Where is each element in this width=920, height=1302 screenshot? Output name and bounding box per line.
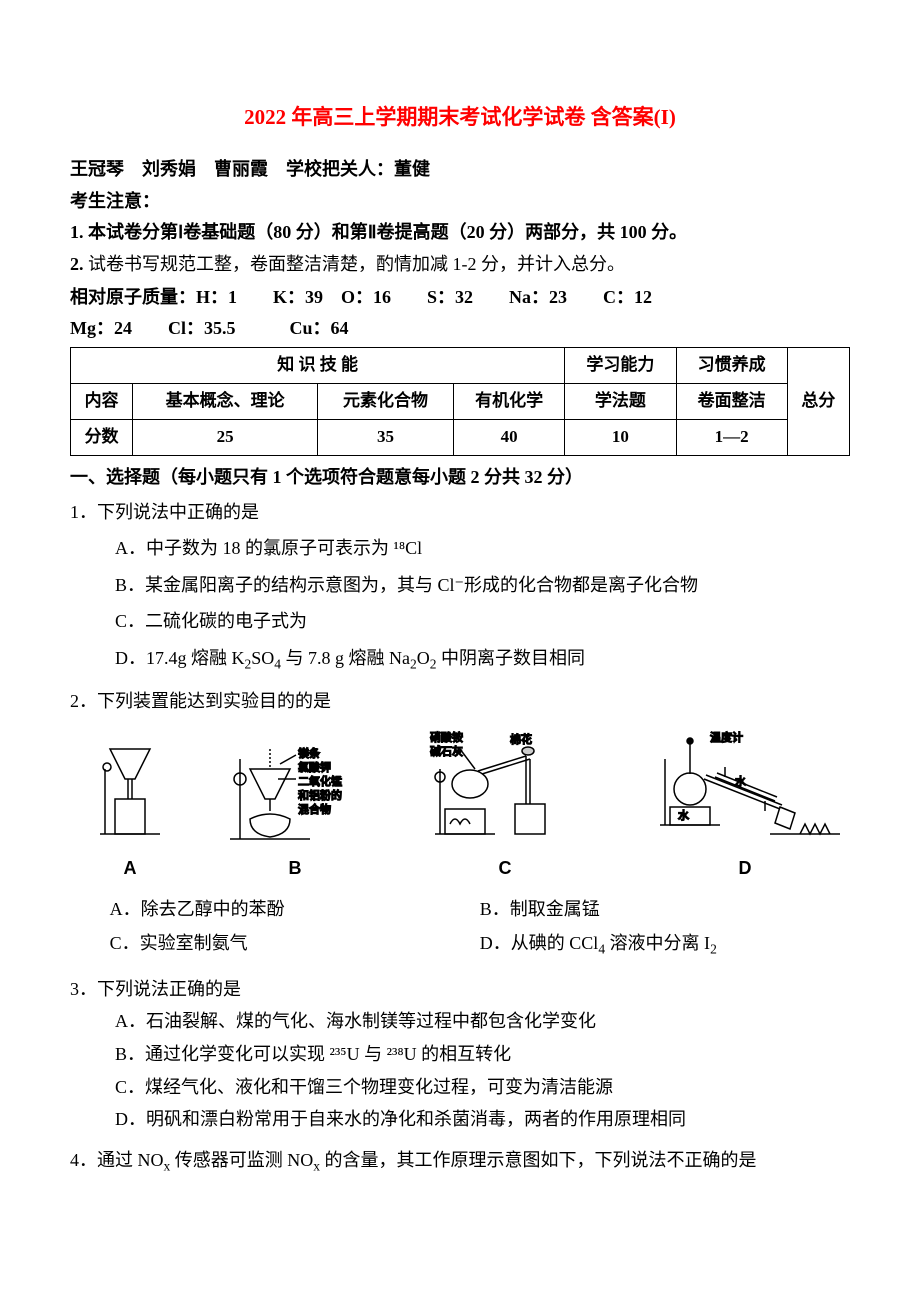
score-table: 知 识 技 能 学习能力 习惯养成 总分 内容 基本概念、理论 元素化合物 有机… [70,347,850,456]
score-neat: 1—2 [676,420,787,456]
label-water2: 水 [735,775,746,788]
label-kclo3: 氯酸钾 [298,760,331,774]
label-al: 和铝粉的 [298,788,342,802]
q2-d-mid: 溶液中分离 I [605,933,710,953]
notice-label: 考生注意： [70,186,850,217]
q1-d-pre: D．17.4g 熔融 K [115,648,245,668]
score-basic: 25 [133,420,318,456]
q1-d-mid3: O [417,648,430,668]
atomic-mass-block: 相对原子质量：H：1 K：39 O：16 S：32 Na：23 C：12 Mg：… [70,282,850,343]
q2-options: A．除去乙醇中的苯酚 B．制取金属锰 C．实验室制氨气 D．从碘的 CCl4 溶… [70,892,850,964]
q2-option-c: C．实验室制氨气 [110,928,480,962]
table-row: 知 识 技 能 学习能力 习惯养成 总分 [71,348,850,384]
authors-line: 王冠琴 刘秀娟 曹丽霞 学校把关人：董健 [70,154,850,185]
score-organic: 40 [453,420,564,456]
header-knowledge: 知 识 技 能 [71,348,565,384]
atomic-mass-label: 相对原子质量： [70,287,196,307]
q2-option-b: B．制取金属锰 [480,894,850,925]
apparatus-a-icon [90,739,170,849]
label-mix: 混合物 [298,802,331,816]
question-2: 2．下列装置能达到实验目的的是 A [70,686,850,963]
notice-2-text: 试卷书写规范工整，卷面整洁清楚，酌情加减 1-2 分，并计入总分。 [88,254,625,274]
question-1: 1．下列说法中正确的是 A．中子数为 18 的氯原子可表示为 ¹⁸Cl B．某金… [70,497,850,677]
diagram-b: 镁条 氯酸钾 二氧化锰 和铝粉的 混合物 B [220,739,370,884]
section-1-heading: 一、选择题（每小题只有 1 个选项符合题意每小题 2 分共 32 分） [70,462,850,493]
q1-option-d: D．17.4g 熔融 K2SO4 与 7.8 g 熔融 Na2O2 中阴离子数目… [70,643,850,677]
label-mg: 镁条 [298,746,320,760]
apparatus-c-icon: 硝酸铵 碱石灰 棉花 [420,729,590,849]
label-cotton: 棉花 [510,732,532,746]
table-row: 内容 基本概念、理论 元素化合物 有机化学 学法题 卷面整洁 [71,384,850,420]
table-row: 分数 25 35 40 10 1—2 [71,420,850,456]
label-water1: 水 [678,809,689,822]
q2-option-d: D．从碘的 CCl4 溶液中分离 I2 [480,928,850,962]
notice-2-prefix: 2. [70,254,88,274]
q4-post: 的含量，其工作原理示意图如下，下列说法不正确的是 [320,1150,757,1170]
notice-1-text: 本试卷分第Ⅰ卷基础题（80 分）和第Ⅱ卷提高题（20 分）两部分，共 100 分… [88,222,687,242]
score-element: 35 [318,420,454,456]
atomic-mass-line1: H：1 K：39 O：16 S：32 Na：23 C：12 [196,287,652,307]
q4-mid1: 传感器可监测 NO [170,1150,313,1170]
q2-option-a: A．除去乙醇中的苯酚 [110,894,480,925]
label-lime: 碱石灰 [430,744,463,758]
header-ability: 学习能力 [565,348,676,384]
q1-option-a: A．中子数为 18 的氯原子可表示为 ¹⁸Cl [70,533,850,564]
col-element: 元素化合物 [318,384,454,420]
header-habit: 习惯养成 [676,348,787,384]
apparatus-b-icon: 镁条 氯酸钾 二氧化锰 和铝粉的 混合物 [220,739,370,849]
q2-d-pre: D．从碘的 CCl [480,933,599,953]
atomic-mass-line2: Mg：24 Cl：35.5 Cu：64 [70,318,349,338]
notice-2: 2. 试卷书写规范工整，卷面整洁清楚，酌情加减 1-2 分，并计入总分。 [70,249,850,280]
q1-stem: 1．下列说法中正确的是 [70,497,850,528]
diagram-b-label: B [289,853,302,884]
q1-d-mid2: 与 7.8 g 熔融 Na [281,648,410,668]
q4-pre: 4．通过 NO [70,1150,164,1170]
label-nh4no3: 硝酸铵 [430,730,463,744]
exam-title: 2022 年高三上学期期末考试化学试卷 含答案(I) [70,100,850,136]
q3-option-b: B．通过化学变化可以实现 ²³⁵U 与 ²³⁸U 的相互转化 [70,1039,850,1070]
diagram-a-label: A [124,853,137,884]
q3-option-c: C．煤经气化、液化和干馏三个物理变化过程，可变为清洁能源 [70,1072,850,1103]
q1-d-post: 中阴离子数目相同 [437,648,586,668]
row-content-label: 内容 [71,384,133,420]
diagram-d-label: D [739,853,752,884]
score-method: 10 [565,420,676,456]
q1-d-mid1: SO [251,648,274,668]
question-3: 3．下列说法正确的是 A．石油裂解、煤的气化、海水制镁等过程中都包含化学变化 B… [70,974,850,1135]
apparatus-d-icon: 温度计 水 水 [640,729,850,849]
q4-stem: 4．通过 NOx 传感器可监测 NOx 的含量，其工作原理示意图如下，下列说法不… [70,1145,850,1179]
label-thermo: 温度计 [710,730,743,744]
header-total: 总分 [787,348,849,456]
q3-option-d: D．明矾和漂白粉常用于自来水的净化和杀菌消毒，两者的作用原理相同 [70,1104,850,1135]
col-organic: 有机化学 [453,384,564,420]
notice-1-prefix: 1. [70,222,88,242]
q3-option-a: A．石油裂解、煤的气化、海水制镁等过程中都包含化学变化 [70,1006,850,1037]
q1-option-b: B．某金属阳离子的结构示意图为，其与 Cl⁻形成的化合物都是离子化合物 [70,570,850,601]
diagram-c-label: C [499,853,512,884]
q2-stem: 2．下列装置能达到实验目的的是 [70,686,850,717]
question-4: 4．通过 NOx 传感器可监测 NOx 的含量，其工作原理示意图如下，下列说法不… [70,1145,850,1179]
col-neat: 卷面整洁 [676,384,787,420]
label-mno2: 二氧化锰 [298,774,342,788]
q2-diagrams: A 镁条 氯酸钾 二氧化锰 和铝粉的 混合物 B [90,729,850,884]
diagram-d: 温度计 水 水 D [640,729,850,884]
q3-stem: 3．下列说法正确的是 [70,974,850,1005]
diagram-a: A [90,739,170,884]
col-basic: 基本概念、理论 [133,384,318,420]
row-score-label: 分数 [71,420,133,456]
diagram-c: 硝酸铵 碱石灰 棉花 C [420,729,590,884]
col-method: 学法题 [565,384,676,420]
q1-option-c: C．二硫化碳的电子式为 [70,606,850,637]
notice-1: 1. 本试卷分第Ⅰ卷基础题（80 分）和第Ⅱ卷提高题（20 分）两部分，共 10… [70,217,850,248]
